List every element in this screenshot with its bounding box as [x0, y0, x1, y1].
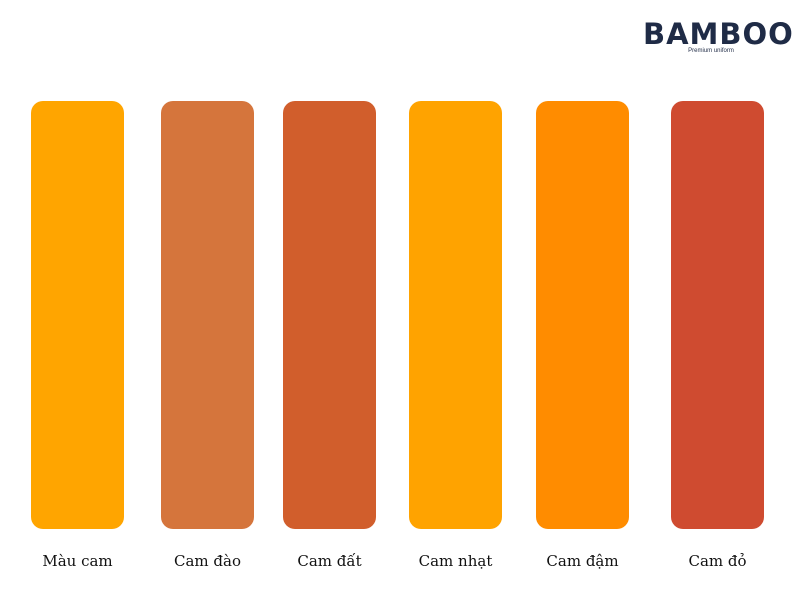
color-swatch — [671, 101, 764, 529]
color-swatch — [409, 101, 502, 529]
swatch-label: Cam đất — [297, 552, 361, 570]
swatch-label: Màu cam — [42, 552, 112, 570]
color-swatch — [161, 101, 254, 529]
color-swatch — [31, 101, 124, 529]
logo-name: BAMBOO — [643, 17, 794, 51]
logo-tagline: Premium uniform — [688, 48, 734, 54]
swatch-label: Cam nhạt — [419, 552, 493, 570]
swatch-label: Cam đậm — [546, 552, 618, 570]
color-swatch — [536, 101, 629, 529]
color-swatch — [283, 101, 376, 529]
swatch-label: Cam đỏ — [688, 552, 746, 570]
swatch-label: Cam đào — [174, 552, 241, 570]
swatch-row: Màu cam Cam đào Cam đất Cam nhạt Cam đậm Cam … — [31, 101, 764, 570]
